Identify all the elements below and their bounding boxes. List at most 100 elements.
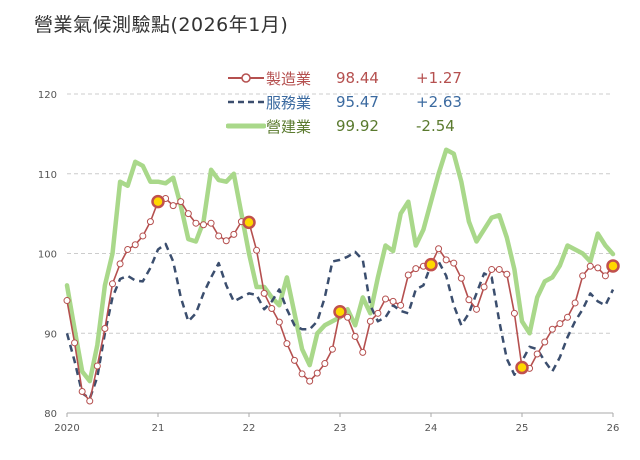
- line-circle-marker-icon: [226, 71, 266, 85]
- series-manufacturing: [63, 194, 620, 405]
- data-point[interactable]: [313, 369, 321, 377]
- services-line: [65, 242, 615, 400]
- data-point[interactable]: [253, 246, 261, 254]
- data-point[interactable]: [503, 270, 511, 278]
- y-tick-label: 80: [44, 409, 57, 420]
- data-point[interactable]: [541, 338, 549, 346]
- data-point[interactable]: [63, 297, 71, 305]
- data-point[interactable]: [594, 264, 602, 272]
- data-point[interactable]: [78, 387, 86, 395]
- x-tick-label: 2020: [54, 423, 79, 434]
- y-tick-label: 100: [38, 250, 57, 261]
- data-point[interactable]: [328, 345, 336, 353]
- data-point[interactable]: [230, 230, 238, 238]
- legend-value: 98.44: [336, 69, 379, 87]
- x-tick-label: 24: [425, 423, 438, 434]
- data-point[interactable]: [533, 350, 541, 358]
- legend-value: 99.92: [336, 117, 379, 135]
- data-point[interactable]: [548, 325, 556, 333]
- data-point[interactable]: [601, 272, 609, 280]
- highlight-point[interactable]: [242, 215, 256, 230]
- x-axis: 2020 21 22 23 24 25 26: [54, 412, 619, 434]
- x-tick-label: 25: [516, 423, 529, 434]
- data-point[interactable]: [435, 245, 443, 253]
- data-point[interactable]: [177, 198, 185, 206]
- data-point[interactable]: [101, 324, 109, 332]
- highlight-point[interactable]: [151, 194, 165, 209]
- data-point[interactable]: [389, 297, 397, 305]
- data-point[interactable]: [283, 340, 291, 348]
- data-point[interactable]: [86, 397, 94, 405]
- data-point[interactable]: [109, 280, 116, 288]
- data-point[interactable]: [275, 318, 283, 326]
- legend-item-construction[interactable]: 營建業 99.92 -2.54: [226, 114, 476, 138]
- data-point[interactable]: [556, 320, 564, 328]
- legend: 製造業 98.44 +1.27 服務業 95.47 +2.63 營建業 99.9…: [226, 66, 476, 138]
- data-point[interactable]: [351, 332, 359, 340]
- data-point[interactable]: [192, 219, 200, 227]
- highlight-point[interactable]: [424, 257, 438, 272]
- highlight-point[interactable]: [606, 259, 620, 273]
- data-point[interactable]: [93, 362, 101, 370]
- data-point[interactable]: [457, 274, 465, 282]
- data-point[interactable]: [71, 339, 79, 347]
- data-point[interactable]: [124, 246, 132, 254]
- highlight-point[interactable]: [333, 304, 347, 319]
- data-point[interactable]: [374, 309, 382, 317]
- data-point[interactable]: [480, 283, 488, 291]
- data-point[interactable]: [131, 241, 139, 249]
- data-point[interactable]: [510, 309, 518, 317]
- data-point[interactable]: [207, 219, 215, 227]
- legend-item-manufacturing[interactable]: 製造業 98.44 +1.27: [226, 66, 476, 90]
- data-point[interactable]: [260, 289, 268, 297]
- data-point[interactable]: [298, 370, 306, 378]
- data-point[interactable]: [465, 296, 473, 304]
- thick-line-icon: [226, 119, 266, 133]
- y-gridlines: [67, 93, 613, 334]
- chart-title: 營業氣候測驗點(2026年1月): [34, 14, 289, 36]
- y-axis-ticks: 80 90 100 110 120: [38, 90, 57, 420]
- data-point[interactable]: [200, 221, 207, 229]
- data-point[interactable]: [442, 256, 450, 264]
- y-tick-label: 120: [38, 90, 57, 101]
- x-tick-label: 23: [334, 423, 347, 434]
- data-point[interactable]: [450, 259, 458, 267]
- data-point[interactable]: [139, 232, 147, 240]
- data-point[interactable]: [184, 210, 192, 218]
- data-point[interactable]: [382, 295, 389, 303]
- x-tick-label: 22: [243, 423, 256, 434]
- legend-item-services[interactable]: 服務業 95.47 +2.63: [226, 90, 476, 114]
- data-point[interactable]: [473, 305, 480, 313]
- data-point[interactable]: [404, 271, 412, 279]
- data-point[interactable]: [306, 377, 314, 385]
- y-tick-label: 110: [38, 170, 57, 181]
- series-services: [65, 242, 615, 400]
- data-point[interactable]: [359, 348, 367, 356]
- data-point[interactable]: [397, 301, 405, 309]
- data-point[interactable]: [495, 265, 503, 273]
- data-point[interactable]: [344, 313, 352, 321]
- data-point[interactable]: [116, 260, 124, 268]
- data-point[interactable]: [321, 360, 329, 368]
- data-point[interactable]: [366, 317, 374, 325]
- legend-name: 營建業: [266, 117, 312, 136]
- highlight-point[interactable]: [515, 360, 529, 375]
- x-tick-label: 21: [152, 423, 165, 434]
- legend-change: +1.27: [416, 69, 462, 87]
- data-point[interactable]: [586, 262, 594, 270]
- y-tick-label: 90: [44, 329, 57, 340]
- data-point[interactable]: [146, 218, 154, 226]
- data-point[interactable]: [291, 356, 298, 364]
- data-point[interactable]: [268, 305, 276, 313]
- data-point[interactable]: [571, 299, 579, 307]
- data-point[interactable]: [488, 265, 496, 273]
- legend-value: 95.47: [336, 93, 379, 111]
- legend-change: -2.54: [416, 117, 455, 135]
- data-point[interactable]: [579, 272, 587, 280]
- data-point[interactable]: [412, 265, 420, 273]
- data-point[interactable]: [564, 313, 571, 321]
- data-point[interactable]: [222, 237, 230, 245]
- data-point[interactable]: [169, 202, 177, 210]
- data-point[interactable]: [215, 232, 223, 240]
